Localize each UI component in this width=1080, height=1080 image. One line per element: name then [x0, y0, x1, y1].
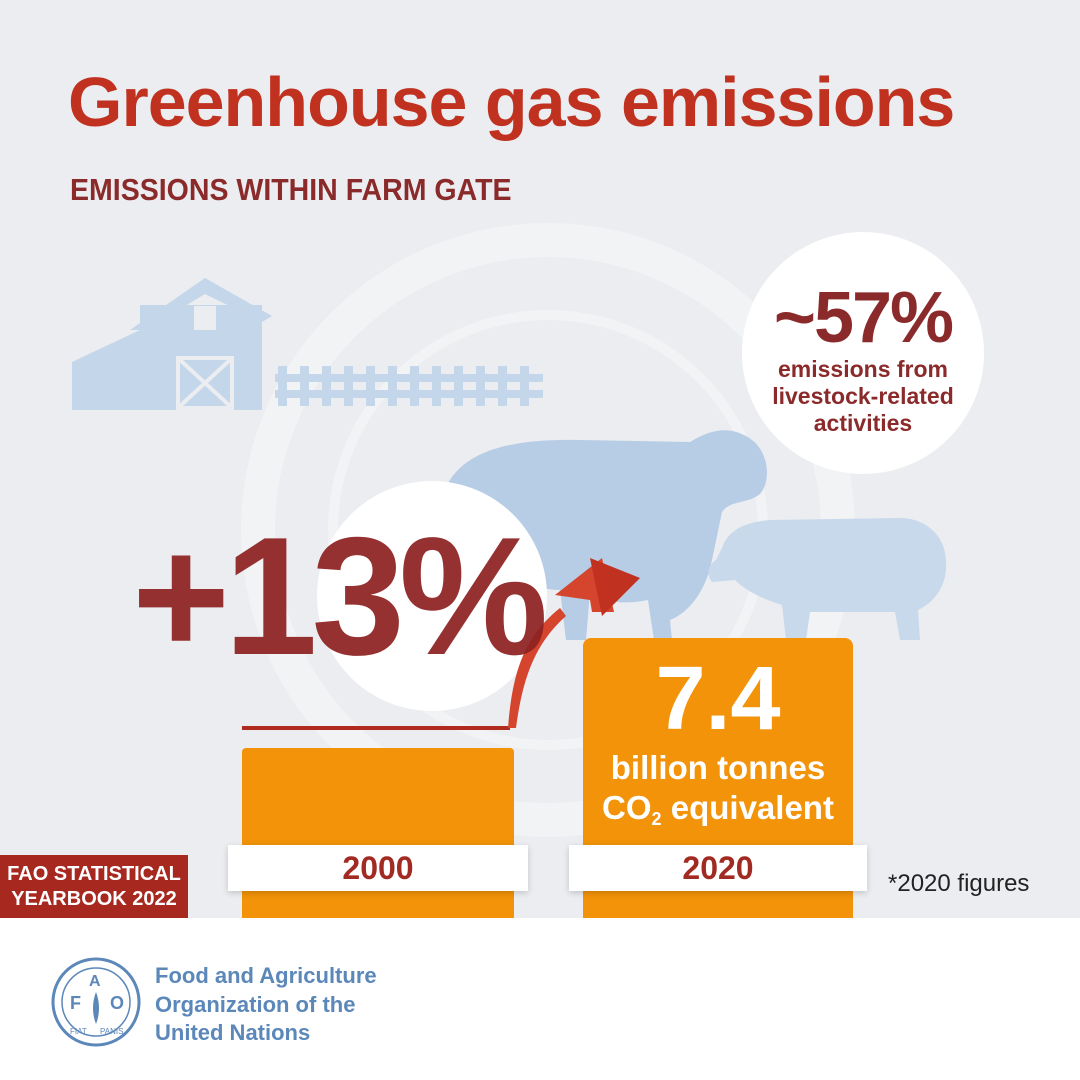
unit-line-1: billion tonnes [610, 749, 826, 786]
year-label-2020: 2020 [569, 845, 867, 891]
logo-motto-right: PANIS [100, 1027, 123, 1036]
logo-letter-f: F [70, 993, 81, 1013]
livestock-share-value: ~57% [773, 278, 954, 358]
pig-icon [708, 518, 947, 640]
badge-line-2: YEARBOOK 2022 [11, 888, 177, 910]
emissions-value-2020: 7.4 [655, 649, 781, 749]
livestock-share-caption: emissions from livestock-related activit… [742, 356, 984, 437]
growth-highlight-circle [317, 481, 547, 711]
unit-equivalent: equivalent [661, 789, 834, 827]
emissions-unit-2020: billion tonnes CO2 equivalent [583, 748, 853, 829]
barn-icon [72, 278, 272, 410]
bar-2000 [242, 748, 514, 918]
org-line: Food and Agriculture [155, 963, 377, 988]
badge-line-1: FAO STATISTICAL [7, 863, 181, 885]
caption-line: emissions from [778, 356, 948, 382]
logo-motto-left: FIAT [70, 1027, 87, 1036]
footer [0, 918, 1080, 1080]
page-subtitle: EMISSIONS WITHIN FARM GATE [70, 172, 512, 207]
unit-subscript: 2 [651, 809, 662, 830]
logo-letter-o: O [110, 993, 124, 1013]
footnote: *2020 figures [888, 870, 1030, 897]
org-line: United Nations [155, 1020, 311, 1046]
growth-value: +13% [132, 502, 548, 690]
unit-line-2: CO2 equivalent [583, 788, 853, 828]
page-title: Greenhouse gas emissions [68, 63, 955, 141]
year-label-2000: 2000 [228, 845, 528, 891]
org-line: Organization of the [155, 991, 356, 1017]
fence-icon [275, 366, 543, 406]
growth-arrow-icon [242, 558, 640, 730]
unit-co: CO [602, 789, 652, 827]
yearbook-badge: FAO STATISTICAL YEARBOOK 2022 [0, 855, 188, 919]
caption-line: activities [813, 410, 913, 437]
fao-logo-icon: F A O FIAT PANIS [51, 957, 141, 1047]
caption-line: livestock-related [772, 383, 954, 410]
background-illustration [72, 278, 947, 730]
cow-icon [440, 430, 767, 640]
organization-name: Food and Agriculture Organization of the… [155, 962, 377, 1048]
livestock-share-callout: ~57% emissions from livestock-related ac… [742, 232, 984, 474]
logo-letter-a: A [89, 973, 101, 990]
